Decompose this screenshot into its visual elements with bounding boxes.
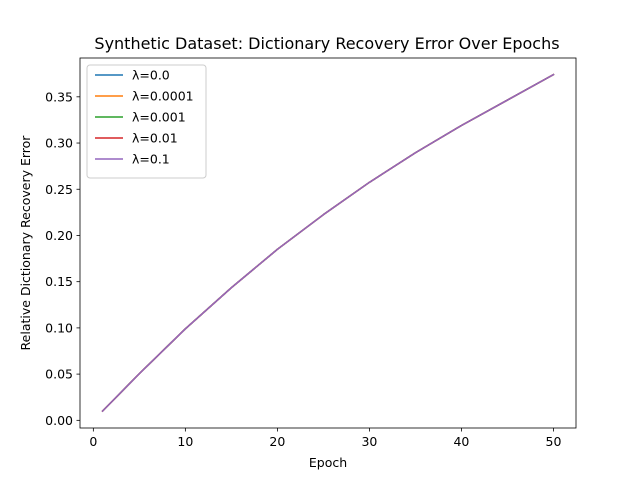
- legend-label-0: λ=0.0: [132, 68, 170, 83]
- x-axis-label: Epoch: [309, 455, 347, 470]
- legend-label-4: λ=0.1: [132, 152, 170, 167]
- x-tick-label-3: 30: [361, 434, 377, 449]
- x-tick-label-4: 40: [453, 434, 469, 449]
- chart-title: Synthetic Dataset: Dictionary Recovery E…: [94, 34, 559, 53]
- series-line-4: [101, 73, 555, 413]
- x-tick-label-1: 10: [177, 434, 193, 449]
- y-tick-label-7: 0.35: [45, 89, 73, 104]
- legend-label-3: λ=0.01: [132, 131, 178, 146]
- y-tick-label-4: 0.20: [45, 228, 73, 243]
- x-tick-label-5: 50: [546, 434, 562, 449]
- axes-frame: [79, 57, 577, 429]
- axis-layer: 0 10 20 30 40 50 0.00 0.05 0.10 0.15 0.20 0.25 0.30 0…: [45, 57, 577, 449]
- y-axis-label: Relative Dictionary Recovery Error: [18, 135, 33, 351]
- legend-label-2: λ=0.001: [132, 110, 186, 125]
- y-tick-label-3: 0.15: [45, 274, 73, 289]
- y-tick-label-5: 0.25: [45, 182, 73, 197]
- legend-label-1: λ=0.0001: [132, 89, 194, 104]
- y-tick-label-1: 0.05: [45, 367, 73, 382]
- y-tick-label-0: 0.00: [45, 413, 73, 428]
- legend: λ=0.0 λ=0.0001 λ=0.001 λ=0.01 λ=0.1: [86, 64, 207, 179]
- legend-box: [86, 64, 207, 179]
- y-tick-label-2: 0.10: [45, 320, 73, 335]
- x-tick-label-2: 20: [269, 434, 285, 449]
- y-tick-label-6: 0.30: [45, 136, 73, 151]
- series-layer: [101, 73, 555, 413]
- x-tick-label-0: 0: [89, 434, 97, 449]
